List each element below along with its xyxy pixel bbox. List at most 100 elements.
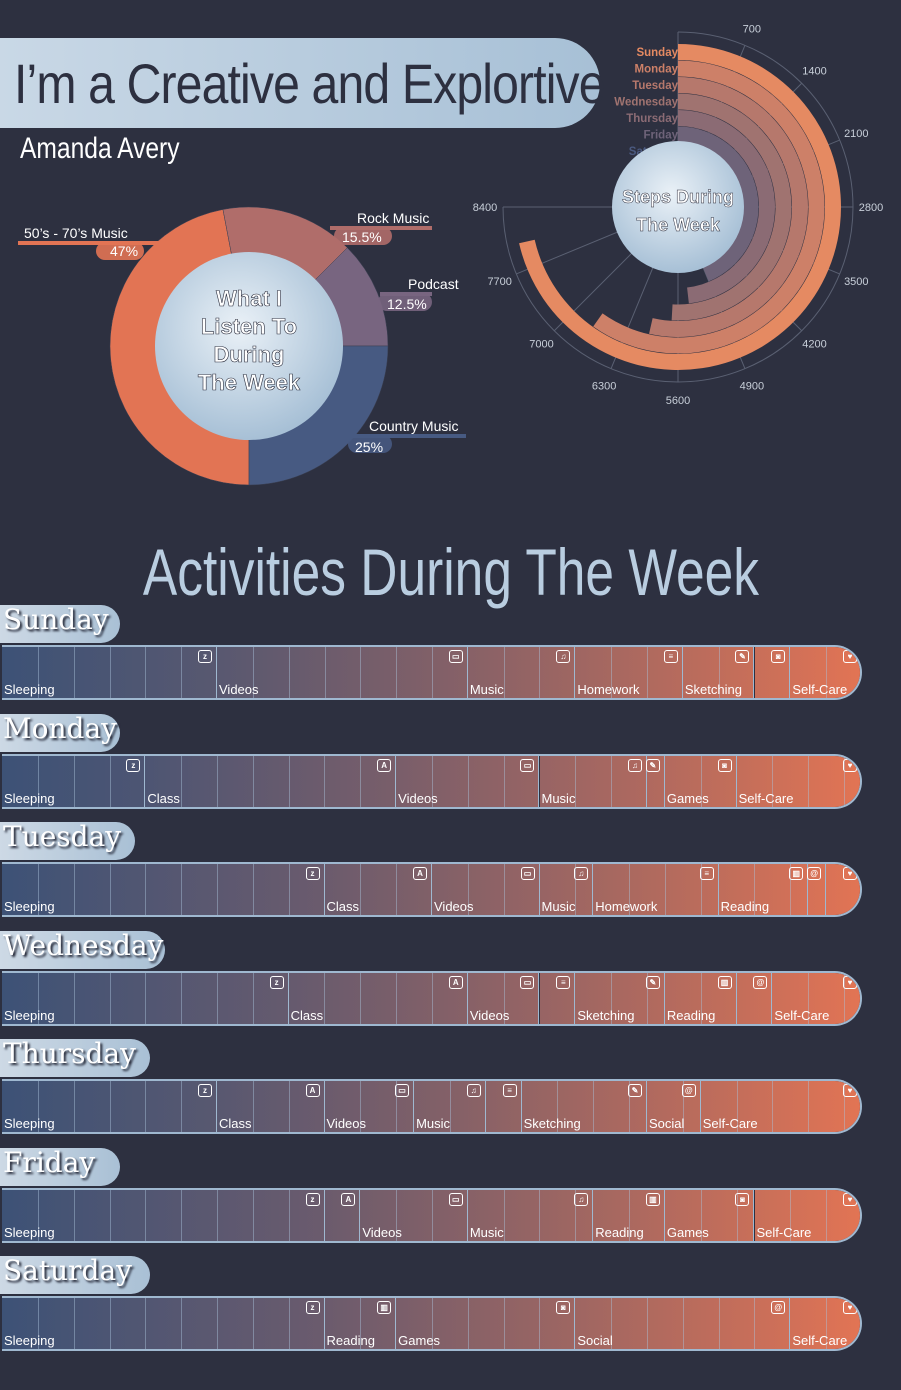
hour-gridline xyxy=(611,1298,613,1349)
hour-gridline xyxy=(252,864,254,915)
hour-gridline xyxy=(37,647,39,698)
radial-tick-label: 8400 xyxy=(473,202,497,214)
hour-gridline xyxy=(682,1081,684,1132)
donut-center xyxy=(155,252,343,440)
hour-gridline xyxy=(109,1298,111,1349)
hour-gridline xyxy=(181,972,183,1024)
donut-center-title: Listen To xyxy=(201,314,297,339)
hour-gridline xyxy=(324,972,326,1024)
title-banner xyxy=(0,38,600,128)
activity-label: Class xyxy=(290,1007,324,1023)
day-name: Wednesday xyxy=(3,928,164,962)
sketch-icon: ✎ xyxy=(645,758,660,772)
steps-center-title: The Week xyxy=(636,215,721,235)
day-name: Tuesday xyxy=(3,820,122,853)
hour-gridline xyxy=(396,647,398,698)
day-tab xyxy=(0,930,165,969)
hour-gridline xyxy=(503,755,505,807)
activity-label: Reading xyxy=(326,1333,375,1348)
book-icon: ▥ xyxy=(377,1301,392,1314)
page-subtitle: Amanda Avery xyxy=(20,132,180,165)
music-icon: ♫ xyxy=(574,1192,589,1206)
activity-segment: ✎ Sketching xyxy=(575,972,665,1024)
games-icon: ◙ xyxy=(771,650,786,663)
activity-label: Music xyxy=(416,1116,451,1131)
hour-gridline xyxy=(611,647,613,698)
hour-gridline xyxy=(109,864,111,915)
hour-gridline xyxy=(396,864,398,915)
activity-segment: z Sleeping xyxy=(2,755,146,807)
activity-segment: ≡ Homework xyxy=(575,647,683,698)
donut-center-title: What I xyxy=(216,286,282,311)
hour-gridline xyxy=(252,1298,254,1349)
activity-segment: A Class xyxy=(217,1081,325,1132)
activity-segment: ♫ Music xyxy=(539,755,647,807)
activity-label: Social xyxy=(649,1116,685,1131)
hour-gridline xyxy=(718,1298,720,1349)
activity-label: Videos xyxy=(469,1007,510,1023)
social-icon: @ xyxy=(753,975,768,989)
hour-gridline xyxy=(431,1189,433,1241)
activity-segment: A Class xyxy=(288,972,468,1024)
music-icon: ♫ xyxy=(466,1084,481,1097)
donut-center-title: The Week xyxy=(198,370,301,395)
class-icon: A xyxy=(377,758,392,772)
hour-gridline xyxy=(73,972,75,1024)
radial-tick-label: 7700 xyxy=(487,276,511,288)
hour-gridline xyxy=(109,972,111,1024)
sleep-icon: z xyxy=(305,867,320,880)
activity-label: Reading xyxy=(666,1007,716,1023)
activity-label: Class xyxy=(147,790,180,806)
donut-center-title: During xyxy=(214,342,285,367)
activity-label: Sleeping xyxy=(4,899,55,914)
day-activity-bar: z Sleeping A Class ▭ Videos ♫ Music ≡ ✎ Sketching @… xyxy=(2,1079,862,1134)
hour-gridline xyxy=(73,1298,75,1349)
hour-gridline xyxy=(844,972,846,1024)
activity-segment: ♫ Music xyxy=(467,647,576,698)
hour-gridline xyxy=(646,1298,648,1349)
activity-label: Self-Care xyxy=(702,1116,758,1131)
activity-label: Sketching xyxy=(684,682,742,697)
heart-icon: ♥ xyxy=(842,650,857,663)
social-icon: @ xyxy=(807,867,822,880)
activity-segment: ◙ xyxy=(754,647,791,698)
hour-gridline xyxy=(288,1081,290,1132)
hour-gridline xyxy=(503,864,505,915)
donut-slice-value: 25% xyxy=(355,439,383,455)
hour-gridline xyxy=(145,1081,147,1132)
activity-label: Class xyxy=(326,899,360,914)
class-icon: A xyxy=(305,1084,320,1097)
steps-bar xyxy=(678,110,775,304)
activity-segment: ✎ Sketching xyxy=(682,647,755,698)
hour-gridline xyxy=(629,1081,631,1132)
activity-label: Videos xyxy=(326,1116,367,1131)
radial-tick-label: 2100 xyxy=(844,128,868,140)
radial-tick-label: 4900 xyxy=(740,380,764,392)
hour-gridline xyxy=(288,864,290,915)
hour-gridline xyxy=(629,864,631,915)
heart-icon: ♥ xyxy=(842,975,857,989)
activity-segment: @ Social xyxy=(575,1298,791,1349)
hour-gridline xyxy=(467,864,469,915)
hour-gridline xyxy=(593,1081,595,1132)
hour-gridline xyxy=(145,972,147,1024)
day-tab xyxy=(0,1039,150,1077)
activity-segment: ▥ Reading xyxy=(324,1298,397,1349)
hour-gridline xyxy=(37,972,39,1024)
games-icon: ◙ xyxy=(556,1301,571,1314)
hour-gridline xyxy=(646,972,648,1024)
activity-label: Reading xyxy=(595,1224,644,1240)
hour-gridline xyxy=(575,755,577,807)
hour-gridline xyxy=(700,864,702,915)
activity-label: Sleeping xyxy=(4,1007,55,1023)
homework-icon: ≡ xyxy=(556,975,571,989)
tv-icon: ▭ xyxy=(520,867,535,880)
hour-gridline xyxy=(252,647,254,698)
activity-label: Sleeping xyxy=(4,1116,55,1131)
hour-gridline xyxy=(611,972,613,1024)
day-name: Monday xyxy=(3,711,117,745)
hour-gridline xyxy=(252,755,254,807)
activity-label: Reading xyxy=(720,899,770,914)
activity-segment: ♫ Music xyxy=(467,1189,594,1241)
activity-label: Sketching xyxy=(577,1007,635,1023)
